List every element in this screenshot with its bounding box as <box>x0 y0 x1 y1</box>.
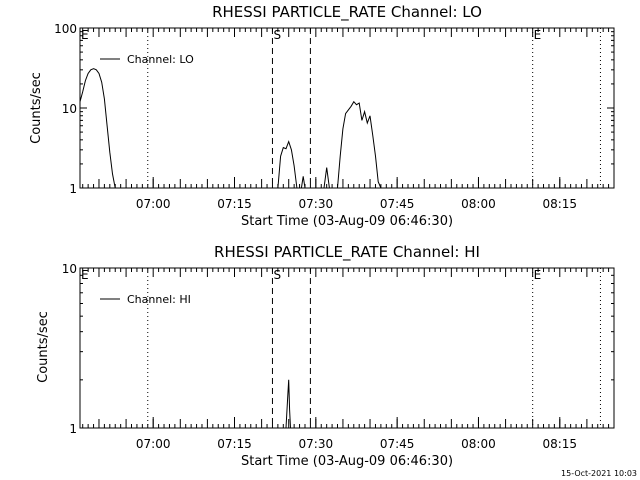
hi-marker-label: E <box>81 268 89 282</box>
hi-marker-label: S <box>273 268 281 282</box>
lo-x-tick-label: 07:30 <box>299 197 334 211</box>
lo-series-segment <box>300 176 306 189</box>
footer-timestamp: 15-Oct-2021 10:03 <box>561 469 637 478</box>
lo-x-tick-label: 07:00 <box>136 197 171 211</box>
lo-plot-frame <box>79 27 615 189</box>
lo-marker-label: S <box>273 28 281 42</box>
hi-x-tick-label: 08:15 <box>542 437 577 451</box>
lo-channel-panel: RHESSI PARTICLE_RATE Channel: LO Counts/… <box>29 3 615 229</box>
lo-legend-label: Channel: LO <box>127 53 194 66</box>
lo-series-segment <box>277 140 298 189</box>
hi-y-axis-label: Counts/sec <box>36 311 51 383</box>
lo-y-tick-label: 10 <box>62 102 77 116</box>
hi-plot-frame <box>79 267 615 429</box>
lo-series-segment <box>323 167 330 189</box>
hi-chart-title: RHESSI PARTICLE_RATE Channel: HI <box>214 243 480 262</box>
lo-y-axis-label: Counts/sec <box>29 72 44 144</box>
hi-x-tick-label: 07:45 <box>380 437 415 451</box>
hi-channel-panel: RHESSI PARTICLE_RATE Channel: HI Counts/… <box>36 243 615 469</box>
lo-x-tick-label: 08:00 <box>461 197 496 211</box>
hi-marker-label: E <box>534 268 542 282</box>
hi-legend-label: Channel: HI <box>127 293 191 306</box>
hi-x-tick-label: 07:30 <box>299 437 334 451</box>
hi-plot-area: 1 10 07:00 07:15 07:30 07:45 08:00 08:15 E S E Chan… <box>62 262 615 451</box>
lo-x-tick-label: 07:45 <box>380 197 415 211</box>
hi-x-axis-label: Start Time (03-Aug-09 06:46:30) <box>241 454 453 469</box>
lo-marker-label: E <box>534 28 542 42</box>
hi-x-tick-label: 07:00 <box>136 437 171 451</box>
lo-x-tick-label: 08:15 <box>542 197 577 211</box>
lo-series-segment <box>337 100 382 189</box>
lo-series-segment <box>79 68 116 189</box>
lo-chart-title: RHESSI PARTICLE_RATE Channel: LO <box>212 3 482 22</box>
hi-x-tick-label: 07:15 <box>217 437 252 451</box>
lo-y-tick-label: 100 <box>54 22 77 36</box>
hi-y-tick-label: 10 <box>62 262 77 276</box>
hi-series-segment <box>285 379 291 429</box>
hi-y-tick-label: 1 <box>69 422 77 436</box>
lo-marker-label: E <box>81 28 89 42</box>
lo-x-tick-label: 07:15 <box>217 197 252 211</box>
lo-y-tick-label: 1 <box>69 182 77 196</box>
lo-x-axis-label: Start Time (03-Aug-09 06:46:30) <box>241 214 453 229</box>
lo-plot-area: 1 10 100 07:00 07:15 07:30 07:45 08:00 08:15 E S E C… <box>54 22 615 211</box>
hi-x-tick-label: 08:00 <box>461 437 496 451</box>
